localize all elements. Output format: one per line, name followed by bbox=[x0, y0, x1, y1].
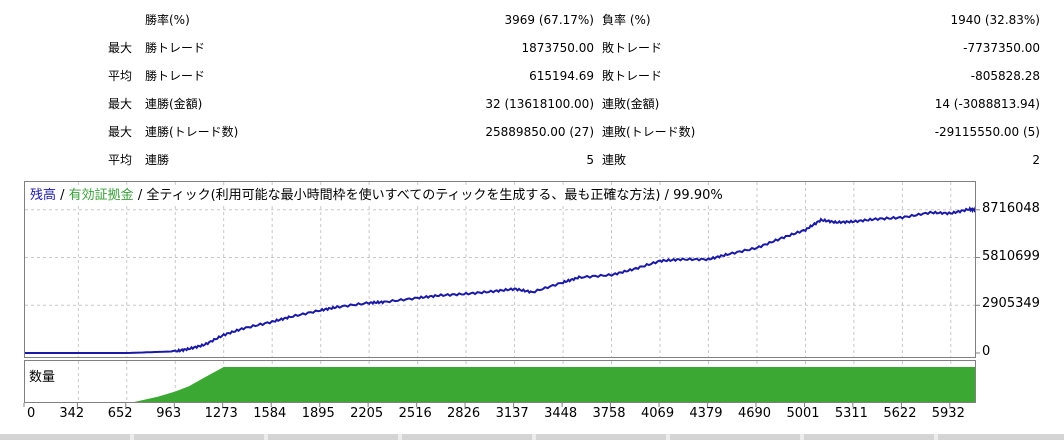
x-tick-label: 4379 bbox=[689, 406, 723, 421]
x-tick-label: 1895 bbox=[301, 406, 335, 421]
x-tick-label: 5001 bbox=[786, 406, 820, 421]
stat-qualifier: 平均 bbox=[108, 153, 133, 167]
stat-value: 3969 (67.17%) bbox=[504, 13, 594, 27]
stat-value: 615194.69 bbox=[529, 69, 594, 83]
x-tick-label: 2826 bbox=[447, 406, 481, 421]
stat-label-right: 連敗(トレード数) bbox=[602, 125, 696, 139]
stat-value-right: -29115550.00 (5) bbox=[934, 125, 1040, 139]
x-tick-label: 2516 bbox=[398, 406, 432, 421]
series-balance-line bbox=[25, 205, 975, 354]
stat-value-right: 1940 (32.83%) bbox=[950, 13, 1040, 27]
stat-qualifier: 最大 bbox=[108, 97, 133, 111]
x-tick-label: 0 bbox=[27, 406, 36, 421]
stats-row: 平均 連勝 5 連敗 2 bbox=[0, 140, 1064, 168]
stat-label-right: 敗トレード bbox=[602, 69, 663, 83]
x-tick-label: 1584 bbox=[253, 406, 287, 421]
stat-label: 連勝 bbox=[145, 153, 170, 167]
stat-label: 勝トレード bbox=[145, 69, 206, 83]
legend-balance: 残高 bbox=[30, 188, 57, 203]
stat-value-right: 14 (-3088813.94) bbox=[934, 97, 1040, 111]
y-tick-label: 8716048 bbox=[982, 200, 1040, 216]
stats-row: 最大 勝トレード 1873750.00 敗トレード -7737350.00 bbox=[0, 28, 1064, 56]
volume-label: 数量 bbox=[29, 366, 56, 385]
x-tick-label: 342 bbox=[59, 406, 85, 421]
volume-chart: 数量 bbox=[24, 360, 976, 403]
x-tick-label: 2205 bbox=[350, 406, 384, 421]
x-tick-label: 963 bbox=[156, 406, 182, 421]
legend-quality: 99.90% bbox=[673, 188, 723, 203]
x-tick-label: 3448 bbox=[544, 406, 578, 421]
legend-separator: / bbox=[56, 188, 69, 203]
stat-value: 25889850.00 (27) bbox=[485, 125, 594, 139]
x-tick-label: 3137 bbox=[495, 406, 529, 421]
stat-value-right: 2 bbox=[1032, 153, 1040, 167]
stat-value: 5 bbox=[586, 153, 594, 167]
x-tick-label: 3758 bbox=[592, 406, 626, 421]
stat-label-right: 連敗 bbox=[602, 153, 627, 167]
x-tick-label: 5622 bbox=[883, 406, 917, 421]
volume-area bbox=[25, 367, 975, 402]
x-tick-label: 1273 bbox=[204, 406, 238, 421]
y-tick-label: 0 bbox=[982, 344, 991, 359]
balance-chart: 残高 / 有効証拠金 / 全ティック(利用可能な最小時間枠を使いすべてのティック… bbox=[24, 181, 976, 358]
stat-label-right: 負率 (%) bbox=[602, 13, 651, 27]
stat-label-right: 連敗(金額) bbox=[602, 97, 660, 111]
stat-qualifier: 最大 bbox=[108, 125, 133, 139]
stats-row: 最大 連勝(トレード数) 25889850.00 (27) 連敗(トレード数) -291… bbox=[0, 112, 1064, 140]
stat-label: 勝率(%) bbox=[145, 13, 190, 27]
volume-plot bbox=[25, 361, 975, 402]
legend-equity: 有効証拠金 bbox=[68, 188, 134, 203]
bottom-tab-strip bbox=[0, 434, 1064, 440]
stats-row: 平均 勝トレード 615194.69 敗トレード -805828.28 bbox=[0, 56, 1064, 84]
stat-qualifier: 平均 bbox=[108, 69, 133, 83]
x-tick-label: 4690 bbox=[737, 406, 772, 421]
stat-label: 連勝(金額) bbox=[145, 97, 203, 111]
stat-label-right: 敗トレード bbox=[602, 41, 663, 55]
stat-label: 勝トレード bbox=[145, 41, 206, 55]
stat-value: 1873750.00 bbox=[521, 41, 594, 55]
stat-label: 連勝(トレード数) bbox=[145, 125, 239, 139]
x-tick-label: 4069 bbox=[641, 406, 675, 421]
balance-plot bbox=[25, 182, 975, 357]
x-tick-label: 652 bbox=[107, 406, 133, 421]
stats-row: 勝率(%) 3969 (67.17%) 負率 (%) 1940 (32.83%) bbox=[0, 0, 1064, 28]
legend-separator: / bbox=[133, 188, 147, 203]
x-tick-label: 5932 bbox=[931, 406, 965, 421]
stat-qualifier: 最大 bbox=[108, 41, 133, 55]
x-tick-label: 5311 bbox=[834, 406, 868, 421]
stat-value-right: -805828.28 bbox=[970, 69, 1040, 83]
stat-value: 32 (13618100.00) bbox=[485, 97, 594, 111]
chart-legend: 残高 / 有効証拠金 / 全ティック(利用可能な最小時間枠を使いすべてのティック… bbox=[30, 188, 723, 204]
stat-value-right: -7737350.00 bbox=[963, 41, 1040, 55]
y-tick-label: 5810699 bbox=[982, 248, 1040, 264]
legend-separator: / bbox=[660, 188, 674, 203]
stats-row: 最大 連勝(金額) 32 (13618100.00) 連敗(金額) 14 (-30888… bbox=[0, 84, 1064, 112]
y-tick-label: 2905349 bbox=[982, 296, 1040, 312]
legend-model: 全ティック(利用可能な最小時間枠を使いすべてのティックを生成する、最も正確な方法… bbox=[146, 188, 661, 203]
